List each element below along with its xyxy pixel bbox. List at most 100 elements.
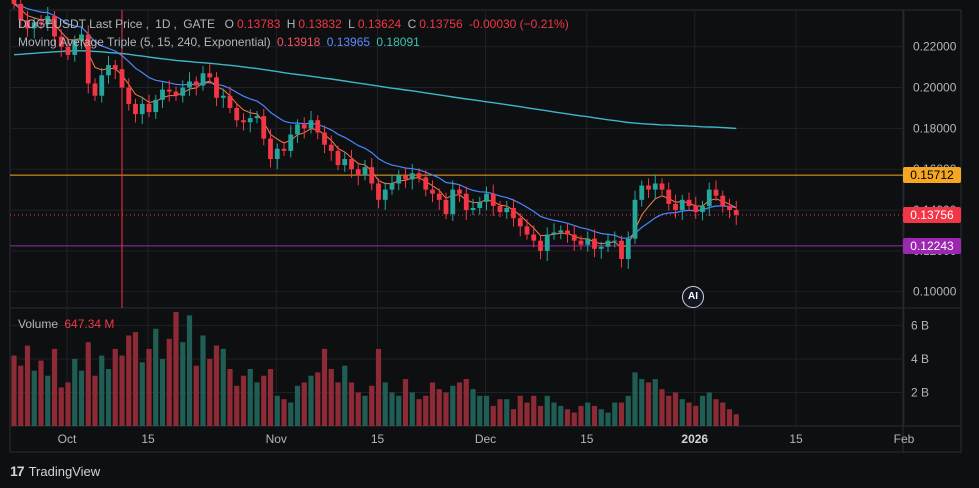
candles xyxy=(11,0,739,308)
candle-body xyxy=(409,173,415,180)
candle-body xyxy=(619,240,624,260)
candle-body xyxy=(79,34,84,41)
candle-body xyxy=(153,99,159,113)
volume-bar xyxy=(362,395,368,426)
time-tick-label: 15 xyxy=(580,432,594,446)
candle-body xyxy=(241,120,246,123)
volume-bar xyxy=(645,382,652,426)
volume-bar xyxy=(348,382,355,426)
volume-bar xyxy=(240,375,247,426)
open-label: O xyxy=(224,17,234,31)
price-tick-label: 0.18000 xyxy=(913,121,957,135)
candle-body xyxy=(706,189,712,206)
candle-body xyxy=(160,89,165,100)
volume-bar xyxy=(355,392,361,426)
candle-body xyxy=(578,240,584,245)
candle-body xyxy=(38,22,44,25)
ai-assistant-button[interactable]: AI xyxy=(682,286,704,308)
volume-bar xyxy=(416,399,422,426)
volume-bar xyxy=(193,365,199,426)
candle-body xyxy=(187,81,192,88)
volume-bar xyxy=(470,389,476,426)
volume-bar xyxy=(58,387,64,426)
volume-bar xyxy=(369,385,375,426)
volume-bar xyxy=(456,382,463,426)
volume-bar xyxy=(706,392,712,426)
candle-body xyxy=(261,116,267,139)
candle-body xyxy=(220,95,226,98)
volume-bar xyxy=(726,409,733,426)
volume-bar xyxy=(267,369,274,426)
volume-bar xyxy=(200,335,206,426)
volume-bar xyxy=(571,412,577,426)
candle-body xyxy=(558,230,564,233)
volume-bar xyxy=(119,355,125,426)
volume-bar xyxy=(436,389,442,426)
time-tick-label: 2026 xyxy=(681,432,708,446)
volume-tick-label: 6 B xyxy=(911,318,929,332)
price-tick-label: 0.10000 xyxy=(913,285,957,299)
volume-bar xyxy=(180,342,186,426)
candle-body xyxy=(99,75,105,96)
volume-bar xyxy=(699,395,706,426)
horizontal-lines[interactable] xyxy=(10,174,903,247)
legend-interval: 1D xyxy=(155,17,171,31)
volume-bar xyxy=(99,355,105,426)
volume-bar xyxy=(396,395,402,426)
volume-bar xyxy=(537,405,544,426)
candle-body xyxy=(45,16,51,25)
candle-body xyxy=(146,103,152,113)
close-label: C xyxy=(407,17,417,31)
volume-bar xyxy=(321,348,328,426)
volume-bar xyxy=(186,315,193,426)
volume-bar xyxy=(463,379,469,426)
volume-bar xyxy=(625,395,631,426)
volume-bar xyxy=(65,382,71,426)
candle-body xyxy=(470,207,476,211)
ma-legend: Moving Average Triple (5, 15, 240, Expon… xyxy=(18,35,423,49)
volume-bar xyxy=(497,399,503,426)
candle-body xyxy=(254,116,260,119)
time-tick-label: 15 xyxy=(371,432,385,446)
candle-body xyxy=(477,201,483,208)
volume-bar xyxy=(105,369,112,426)
volume-bar xyxy=(578,405,584,426)
candle-body xyxy=(18,3,24,21)
candle-body xyxy=(490,193,496,206)
volume-bar xyxy=(551,402,557,426)
volume-bar xyxy=(342,365,348,426)
volume-bar xyxy=(375,348,382,426)
candle-body xyxy=(544,234,550,251)
candle-body xyxy=(193,81,199,86)
footer-branding[interactable]: 17 TradingView xyxy=(10,461,100,481)
candle-body xyxy=(423,177,429,190)
volume-bar xyxy=(612,402,618,426)
candle-body xyxy=(605,240,611,247)
candle-body xyxy=(673,203,678,211)
time-tick-label: Feb xyxy=(894,432,915,446)
volume-bar xyxy=(652,379,658,426)
volume-bar xyxy=(666,395,672,426)
change-value: -0.00030 (−0.21%) xyxy=(468,17,569,31)
support-price-badge: 0.12243 xyxy=(903,237,961,254)
grid-lines xyxy=(9,9,962,453)
volume-bar xyxy=(24,345,31,426)
resistance-price-badge: 0.15712 xyxy=(903,167,961,184)
candle-body xyxy=(592,238,597,249)
candle-body xyxy=(720,195,726,206)
volume-bar xyxy=(315,372,321,426)
price-legend: DOGEUSDT Last Price, 1D, GATE O 0.13783 H… xyxy=(18,17,569,31)
candle-body xyxy=(511,207,516,219)
candle-body xyxy=(598,246,604,249)
volume-bar xyxy=(72,358,78,426)
volume-bars xyxy=(11,312,739,426)
candle-body xyxy=(11,0,17,4)
candle-body xyxy=(227,95,233,108)
volume-bar xyxy=(605,412,611,426)
volume-bar xyxy=(423,395,429,426)
volume-tick-label: 2 B xyxy=(911,385,929,399)
candle-body xyxy=(632,199,638,239)
volume-axis: 6 B 4 B 2 B xyxy=(911,318,929,399)
volume-bar xyxy=(531,395,537,426)
